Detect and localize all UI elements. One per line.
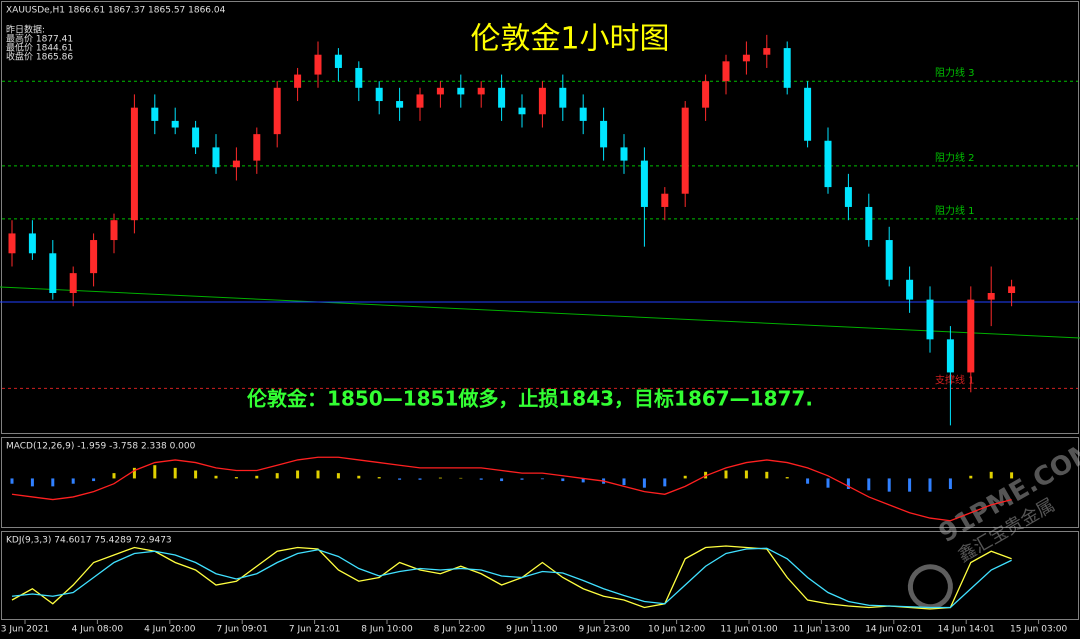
x-tick-label: 9 Jun 23:00 <box>578 625 630 635</box>
info: 昨日数据: <box>6 24 45 36</box>
x-tick-label: 4 Jun 20:00 <box>144 625 196 635</box>
candle-body <box>824 140 832 188</box>
candle-body <box>314 54 322 75</box>
x-tick-label: 4 Jun 08:00 <box>72 625 124 635</box>
x-tick-label: 11 Jun 13:00 <box>793 625 850 635</box>
candle-body <box>69 273 77 293</box>
chart-title: 伦敦金1小时图 <box>470 22 669 57</box>
macd-label: MACD(12,26,9) -1.959 -3.758 2.338 0.000 <box>6 442 196 452</box>
kdj-panel <box>1 531 1079 620</box>
candle-body <box>396 101 404 108</box>
candle-body <box>946 339 954 373</box>
candle-body <box>804 87 812 141</box>
candle-body <box>416 94 424 108</box>
main-panel <box>1 1 1079 434</box>
header: XAUUSDe,H1 1866.61 1867.37 1865.57 1866.… <box>6 6 226 16</box>
candle-body <box>926 299 934 340</box>
macd-line <box>11 456 1012 522</box>
candle-body <box>763 48 771 55</box>
level-label: 支撑线 1 <box>935 373 975 386</box>
info: 最高价 1877.41 <box>6 33 73 45</box>
x-tick-label: 15 Jun 03:00 <box>1010 625 1067 635</box>
candle-body <box>90 240 98 274</box>
candle-body <box>661 193 669 207</box>
candle-body <box>742 54 750 62</box>
candle-body <box>294 74 302 88</box>
candle-body <box>8 233 16 254</box>
candle-body <box>885 240 893 280</box>
candle-body <box>967 299 975 373</box>
x-tick-label: 8 Jun 22:00 <box>434 625 486 635</box>
candle-body <box>579 107 587 121</box>
candle-body <box>212 147 220 168</box>
x-tick-label: 10 Jun 12:00 <box>648 625 705 635</box>
x-tick-label: 7 Jun 21:01 <box>289 625 340 635</box>
candle-body <box>1008 286 1016 293</box>
level-label: 阻力线 3 <box>935 66 975 79</box>
candle-body <box>110 220 118 241</box>
candle-body <box>273 87 281 135</box>
candle-body <box>49 253 57 293</box>
info: 收盘价 1865.86 <box>6 51 73 63</box>
trend-line <box>0 286 1080 339</box>
candle-body <box>28 233 36 254</box>
candle-body <box>681 107 689 194</box>
candle-body <box>844 187 852 207</box>
x-tick-label: 8 Jun 10:00 <box>361 625 413 635</box>
kdj-label: KDJ(9,3,3) 74.6017 75.4289 72.9473 <box>6 536 172 546</box>
kdj-k <box>11 545 1012 610</box>
candle-body <box>171 120 179 128</box>
candle-body <box>702 81 710 108</box>
candle-body <box>498 87 506 108</box>
candle-body <box>151 107 159 121</box>
macd-panel <box>1 437 1079 528</box>
candle-body <box>783 48 791 88</box>
candle-body <box>130 107 138 221</box>
candle-body <box>865 206 873 241</box>
candle-body <box>436 87 444 95</box>
candle-body <box>253 134 261 161</box>
candle-body <box>722 61 730 82</box>
candle-body <box>232 160 240 168</box>
candle-body <box>987 293 995 300</box>
x-tick-label: 14 Jun 14:01 <box>938 625 995 635</box>
candle-body <box>355 67 363 88</box>
candle-body <box>477 87 485 95</box>
info: 最低价 1844.61 <box>6 42 73 54</box>
level-label: 阻力线 1 <box>935 204 975 217</box>
x-tick-label: 11 Jun 01:00 <box>720 625 777 635</box>
candle-body <box>518 107 526 115</box>
annotation: 伦敦金：1850—1851做多，止损1843，目标1867—1877. <box>247 387 813 411</box>
candle-body <box>620 147 628 161</box>
candle-body <box>640 160 648 207</box>
candle-body <box>457 87 465 95</box>
candle-body <box>906 279 914 300</box>
candle-body <box>600 120 608 148</box>
candle-body <box>538 87 546 115</box>
level-label: 阻力线 2 <box>935 151 975 164</box>
x-tick-label: 9 Jun 11:00 <box>506 625 558 635</box>
watermark-logo <box>907 564 953 610</box>
candle-body <box>559 87 567 108</box>
kdj-d <box>11 547 1012 609</box>
x-tick-label: 7 Jun 09:01 <box>216 625 267 635</box>
candle-body <box>334 54 342 68</box>
x-tick-label: 3 Jun 2021 <box>1 625 49 635</box>
x-tick-label: 14 Jun 02:01 <box>865 625 922 635</box>
candle-body <box>192 127 200 148</box>
candle-body <box>375 87 383 102</box>
